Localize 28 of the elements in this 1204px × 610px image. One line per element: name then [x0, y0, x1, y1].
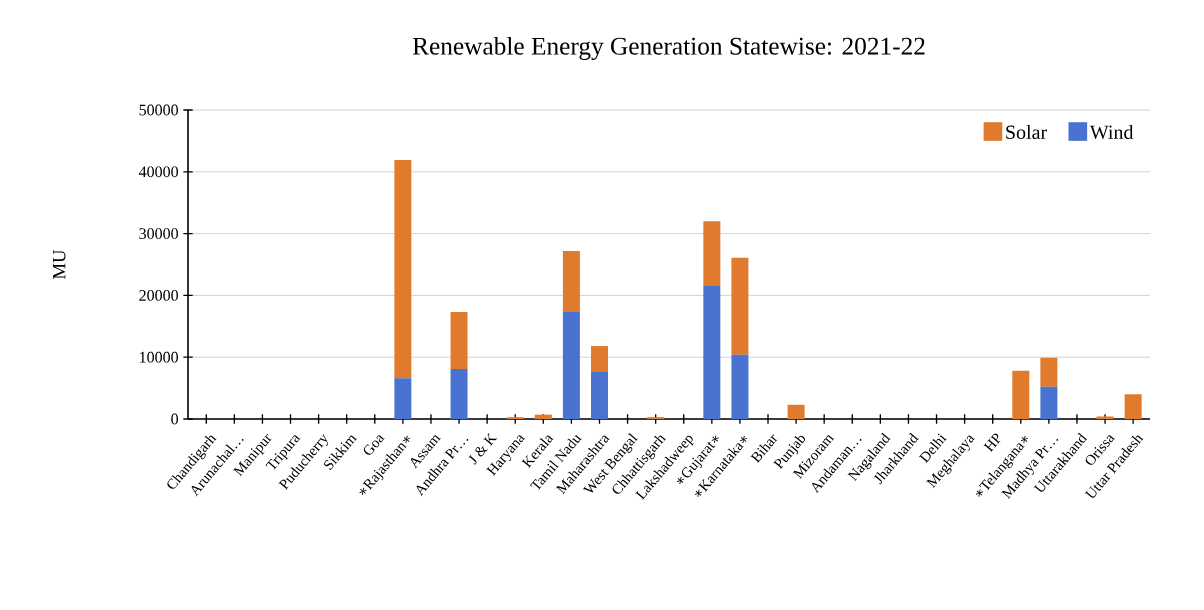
- legend-label: Solar: [1006, 124, 1047, 139]
- y-tick-label: 20000: [139, 289, 179, 301]
- bar: [1040, 386, 1058, 419]
- bar: [787, 404, 805, 419]
- bar: [703, 221, 721, 287]
- bar: [450, 312, 468, 369]
- bar: [590, 372, 608, 419]
- bar: [1124, 394, 1142, 419]
- y-tick-label: 50000: [139, 104, 179, 116]
- chart-title: Renewable Energy Generation Statewise: 2021-22: [412, 36, 925, 60]
- bar: [731, 257, 749, 355]
- bar: [562, 312, 580, 419]
- y-tick-label: 10000: [140, 351, 179, 363]
- bar: [450, 368, 468, 419]
- y-tick-label: 0: [171, 413, 179, 425]
- bar: [1012, 370, 1030, 419]
- bar: [590, 346, 608, 373]
- bar: [562, 250, 580, 313]
- bar: [394, 378, 412, 419]
- bar: [703, 286, 721, 419]
- y-tick-label: 40000: [138, 166, 179, 178]
- legend-label: Wind: [1089, 124, 1134, 140]
- bar: [1040, 357, 1058, 387]
- y-axis-title: MU: [53, 249, 66, 279]
- bar: [731, 354, 749, 419]
- bar: [534, 414, 552, 419]
- y-tick-label: 30000: [139, 228, 179, 239]
- bar: [394, 160, 412, 379]
